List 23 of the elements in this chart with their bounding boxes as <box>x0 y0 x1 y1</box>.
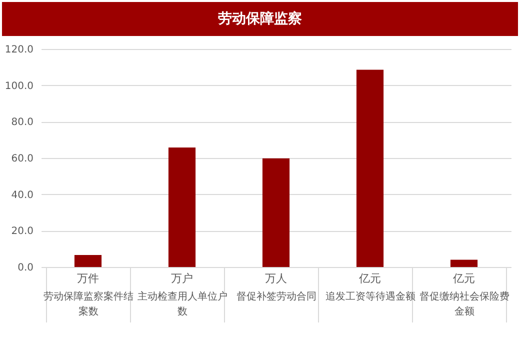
text: 万户 <box>171 272 193 285</box>
text: 亿元 <box>452 272 475 285</box>
x-tick-label: 督促缴纳社会保险费金额 <box>420 290 510 318</box>
y-tick-label: 40.0 <box>11 190 34 201</box>
text: 万人 <box>265 272 287 285</box>
x-tick-label: 劳动保障监察案件结案数 <box>44 290 134 318</box>
y-tick-label: 20.0 <box>11 226 34 238</box>
x-tick-label: 主动检查用人单位户数 <box>138 290 228 318</box>
bar <box>262 158 290 267</box>
text: 亿元 <box>358 272 381 285</box>
text: 万件 <box>77 272 99 285</box>
bar <box>168 147 196 267</box>
bar <box>356 70 384 267</box>
y-tick-label: 80.0 <box>11 117 34 128</box>
x-tick-label: 督促补签劳动合同 <box>236 290 316 302</box>
bar <box>74 255 102 267</box>
y-tick-label: 0.0 <box>18 262 34 274</box>
y-tick-label: 100.0 <box>4 80 34 92</box>
bar <box>450 260 478 267</box>
x-tick-label: 追发工资等待遇金额 <box>326 290 416 302</box>
y-tick-label: 120.0 <box>4 44 34 56</box>
y-tick-label: 60.0 <box>11 154 34 164</box>
chart-title: 劳动保障监察 <box>2 2 518 36</box>
